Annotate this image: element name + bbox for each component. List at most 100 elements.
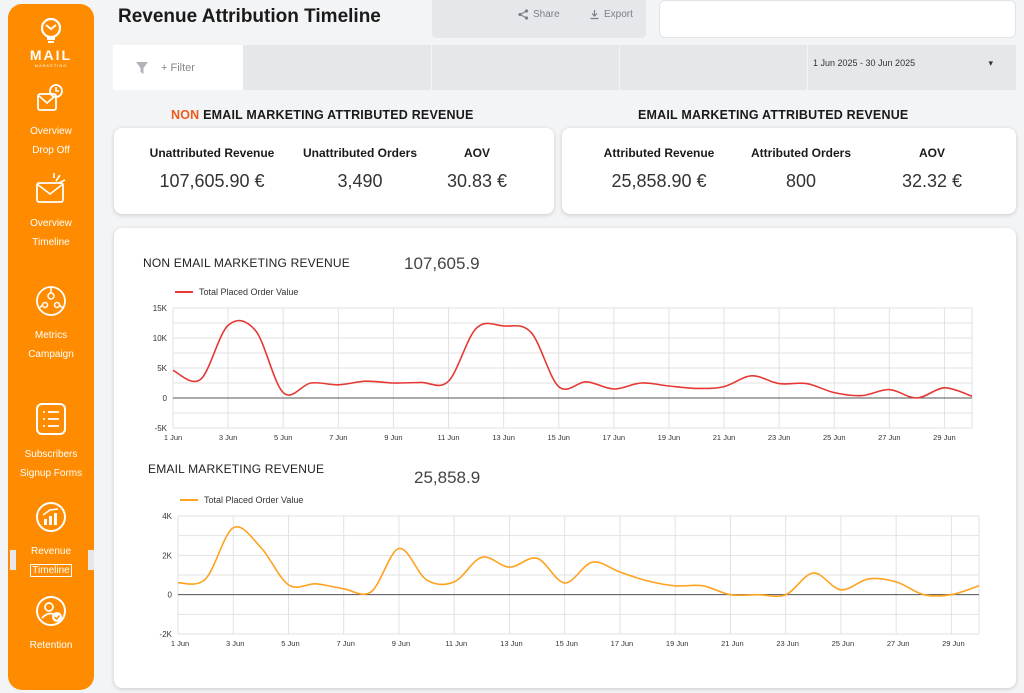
x-tick-label: 3 Jun [226,639,244,648]
sidebar-item-label: Metrics [34,330,68,341]
sidebar-item-subscribers-signup-forms[interactable]: Subscribers Signup Forms [8,401,94,483]
top-toolbar: Share Export [432,0,646,38]
y-tick-label: -2K [160,630,173,639]
y-tick-label: 0 [163,394,168,403]
x-tick-label: 3 Jun [219,433,237,442]
x-tick-label: 21 Jun [713,433,736,442]
sidebar-item-label: Retention [29,640,73,651]
date-range-selector[interactable]: 1 Jun 2025 - 30 Jun 2025 ▾ [813,58,993,69]
kpi-value: 3,490 [337,171,383,191]
email-section-heading: EMAIL MARKETING ATTRIBUTED REVENUE [638,108,909,122]
sidebar-item-overview-timeline[interactable]: Overview Timeline [8,172,94,252]
legend-label: Total Placed Order Value [204,495,303,505]
kpi-value: 107,605.90 € [159,171,265,191]
kpi-value: 30.83 € [446,171,508,191]
x-tick-label: 9 Jun [384,433,402,442]
kpi-label: Attributed Orders [750,146,851,160]
kpi-label: Unattributed Revenue [149,146,275,160]
x-tick-label: 13 Jun [500,639,523,648]
heading-highlight: NON [171,108,200,122]
x-tick-label: 15 Jun [555,639,578,648]
email-kpi-card: Attributed Revenue 25,858.90 € Attribute… [562,128,1016,214]
email-chart-title: EMAIL MARKETING REVENUE [148,462,325,476]
x-tick-label: 27 Jun [878,433,901,442]
legend-label: Total Placed Order Value [199,287,298,297]
series-line [177,525,980,598]
lightbulb-logo-icon [40,17,62,43]
filter-label: + Filter [161,61,195,74]
sidebar-item-metrics-campaign[interactable]: Metrics Campaign [8,284,94,364]
sidebar-item-revenue-timeline[interactable]: Revenue Timeline [8,500,94,580]
kpi-label: AOV [918,146,945,160]
x-tick-label: 5 Jun [281,639,299,648]
x-tick-label: 7 Jun [329,433,347,442]
email-revenue-chart[interactable]: -2K 0 2K 4K 1 Jun 3 Jun 5 Jun 7 Jun 9 Jun 11 Jun 1… [114,488,1016,688]
non-email-chart-total: 107,605.9 [404,254,480,273]
kpi-value: 32.32 € [901,171,963,191]
sidebar-item-retention[interactable]: Retention [8,594,94,655]
sidebar-item-sublabel: Timeline [8,561,94,580]
form-icon [36,403,66,435]
non-email-section-heading: NON EMAIL MARKETING ATTRIBUTED REVENUE [171,108,474,122]
x-tick-label: 19 Jun [666,639,689,648]
x-tick-label: 17 Jun [603,433,626,442]
y-tick-label: 10K [153,334,168,343]
non-email-kpi-card: Unattributed Revenue 107,605.90 € Unattr… [114,128,554,214]
filter-divider [619,45,620,90]
y-tick-label: -5K [155,424,168,433]
x-tick-label: 17 Jun [611,639,634,648]
kpi-label: Unattributed Orders [302,146,417,160]
x-tick-label: 1 Jun [171,639,189,648]
x-tick-label: 7 Jun [337,639,355,648]
envelope-icon [36,173,66,203]
y-tick-label: 2K [162,551,172,560]
funnel-icon [136,61,148,74]
logo-text: MAIL [29,47,73,63]
x-tick-label: 23 Jun [768,433,791,442]
y-tick-label: 0 [168,591,173,600]
kpi-value: 25,858.90 € [611,171,707,191]
share-icon [518,9,529,20]
y-tick-label: 5K [157,364,167,373]
sidebar-item-sublabel: Timeline [32,237,70,248]
x-tick-label: 25 Jun [832,639,855,648]
x-tick-label: 29 Jun [933,433,956,442]
x-tick-label: 11 Jun [445,639,467,648]
add-filter-button[interactable]: + Filter [113,45,243,90]
share-label: Share [533,9,560,20]
x-tick-label: 25 Jun [823,433,846,442]
header-blank-field[interactable] [659,0,1016,38]
x-tick-label: 11 Jun [438,433,460,442]
x-tick-label: 13 Jun [492,433,515,442]
sidebar-item-overview-drop-off[interactable]: Overview Drop Off [8,82,94,160]
sidebar-item-sublabel: Drop Off [32,145,70,156]
logo-subtext: MARKETING [34,63,68,68]
active-indicator-right [88,550,94,570]
heading-rest: EMAIL MARKETING ATTRIBUTED REVENUE [199,108,474,122]
kpi-label: Attributed Revenue [603,146,715,160]
kpi-attributed-orders: Attributed Orders 800 [736,146,866,192]
x-tick-label: 9 Jun [392,639,410,648]
non-email-revenue-chart[interactable]: -5K 0 5K 10K 15K 1 Jun 3 Jun 5 Jun 7 Jun 9 Jun 11 … [114,280,1016,448]
charts-panel: NON EMAIL MARKETING REVENUE 107,605.9 EM… [114,228,1016,688]
x-tick-label: 27 Jun [887,639,910,648]
export-button[interactable]: Export [589,9,633,20]
campaign-icon [36,286,66,316]
email-chart-total: 25,858.9 [414,468,481,487]
filter-divider [807,45,808,90]
sidebar-item-label: Revenue [30,546,72,557]
active-indicator-left [10,550,16,570]
sidebar: MAIL MARKETING Overview Drop Off Overvie… [8,4,94,690]
kpi-label: AOV [463,146,490,160]
kpi-aov: AOV 32.32 € [886,146,978,192]
retention-icon [36,596,66,626]
export-label: Export [604,9,633,20]
logo[interactable]: MAIL MARKETING [8,16,94,68]
share-button[interactable]: Share [518,9,560,20]
sidebar-item-label: Overview [30,218,72,229]
series-line [172,319,973,399]
x-tick-label: 21 Jun [721,639,744,648]
kpi-unattributed-revenue: Unattributed Revenue 107,605.90 € [142,146,282,192]
revenue-chart-icon [36,502,66,532]
sidebar-item-sublabel: Signup Forms [19,468,83,479]
